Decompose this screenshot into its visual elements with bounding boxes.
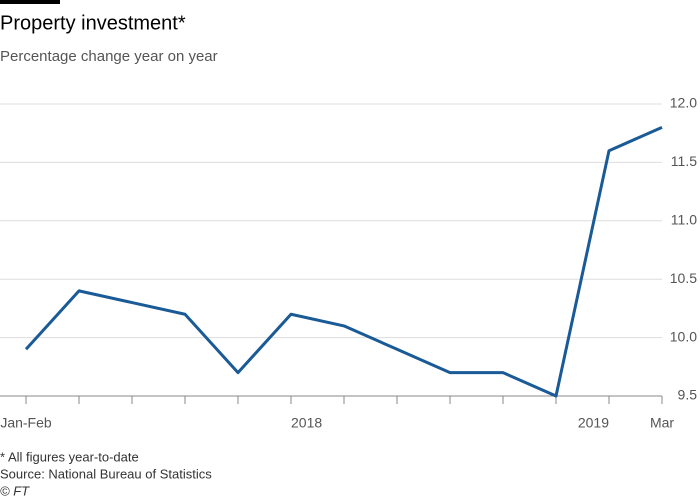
chart-title: Property investment*	[0, 12, 186, 34]
y-tick-label: 12.0	[670, 95, 697, 111]
source: Source: National Bureau of Statistics	[0, 466, 212, 481]
x-tick-label: Mar	[650, 415, 674, 431]
brand-bar	[0, 0, 60, 4]
y-tick-label: 11.0	[671, 212, 697, 228]
footnote: * All figures year-to-date	[0, 449, 139, 464]
x-tick-label: 2019	[578, 415, 609, 431]
y-tick-label: 10.5	[670, 270, 697, 286]
copyright: © FT	[0, 483, 30, 498]
y-tick-label: 10.0	[670, 328, 697, 344]
y-tick-label: 9.5	[678, 387, 698, 403]
data-line	[24, 125, 663, 398]
y-tick-label: 11.5	[671, 153, 697, 169]
x-tick-label: Jan-Feb	[0, 415, 52, 431]
chart-subtitle: Percentage change year on year	[0, 48, 218, 65]
x-tick-label: 2018	[291, 415, 322, 431]
